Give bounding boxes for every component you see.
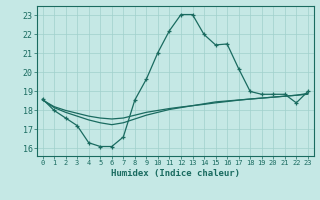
X-axis label: Humidex (Indice chaleur): Humidex (Indice chaleur) — [111, 169, 240, 178]
